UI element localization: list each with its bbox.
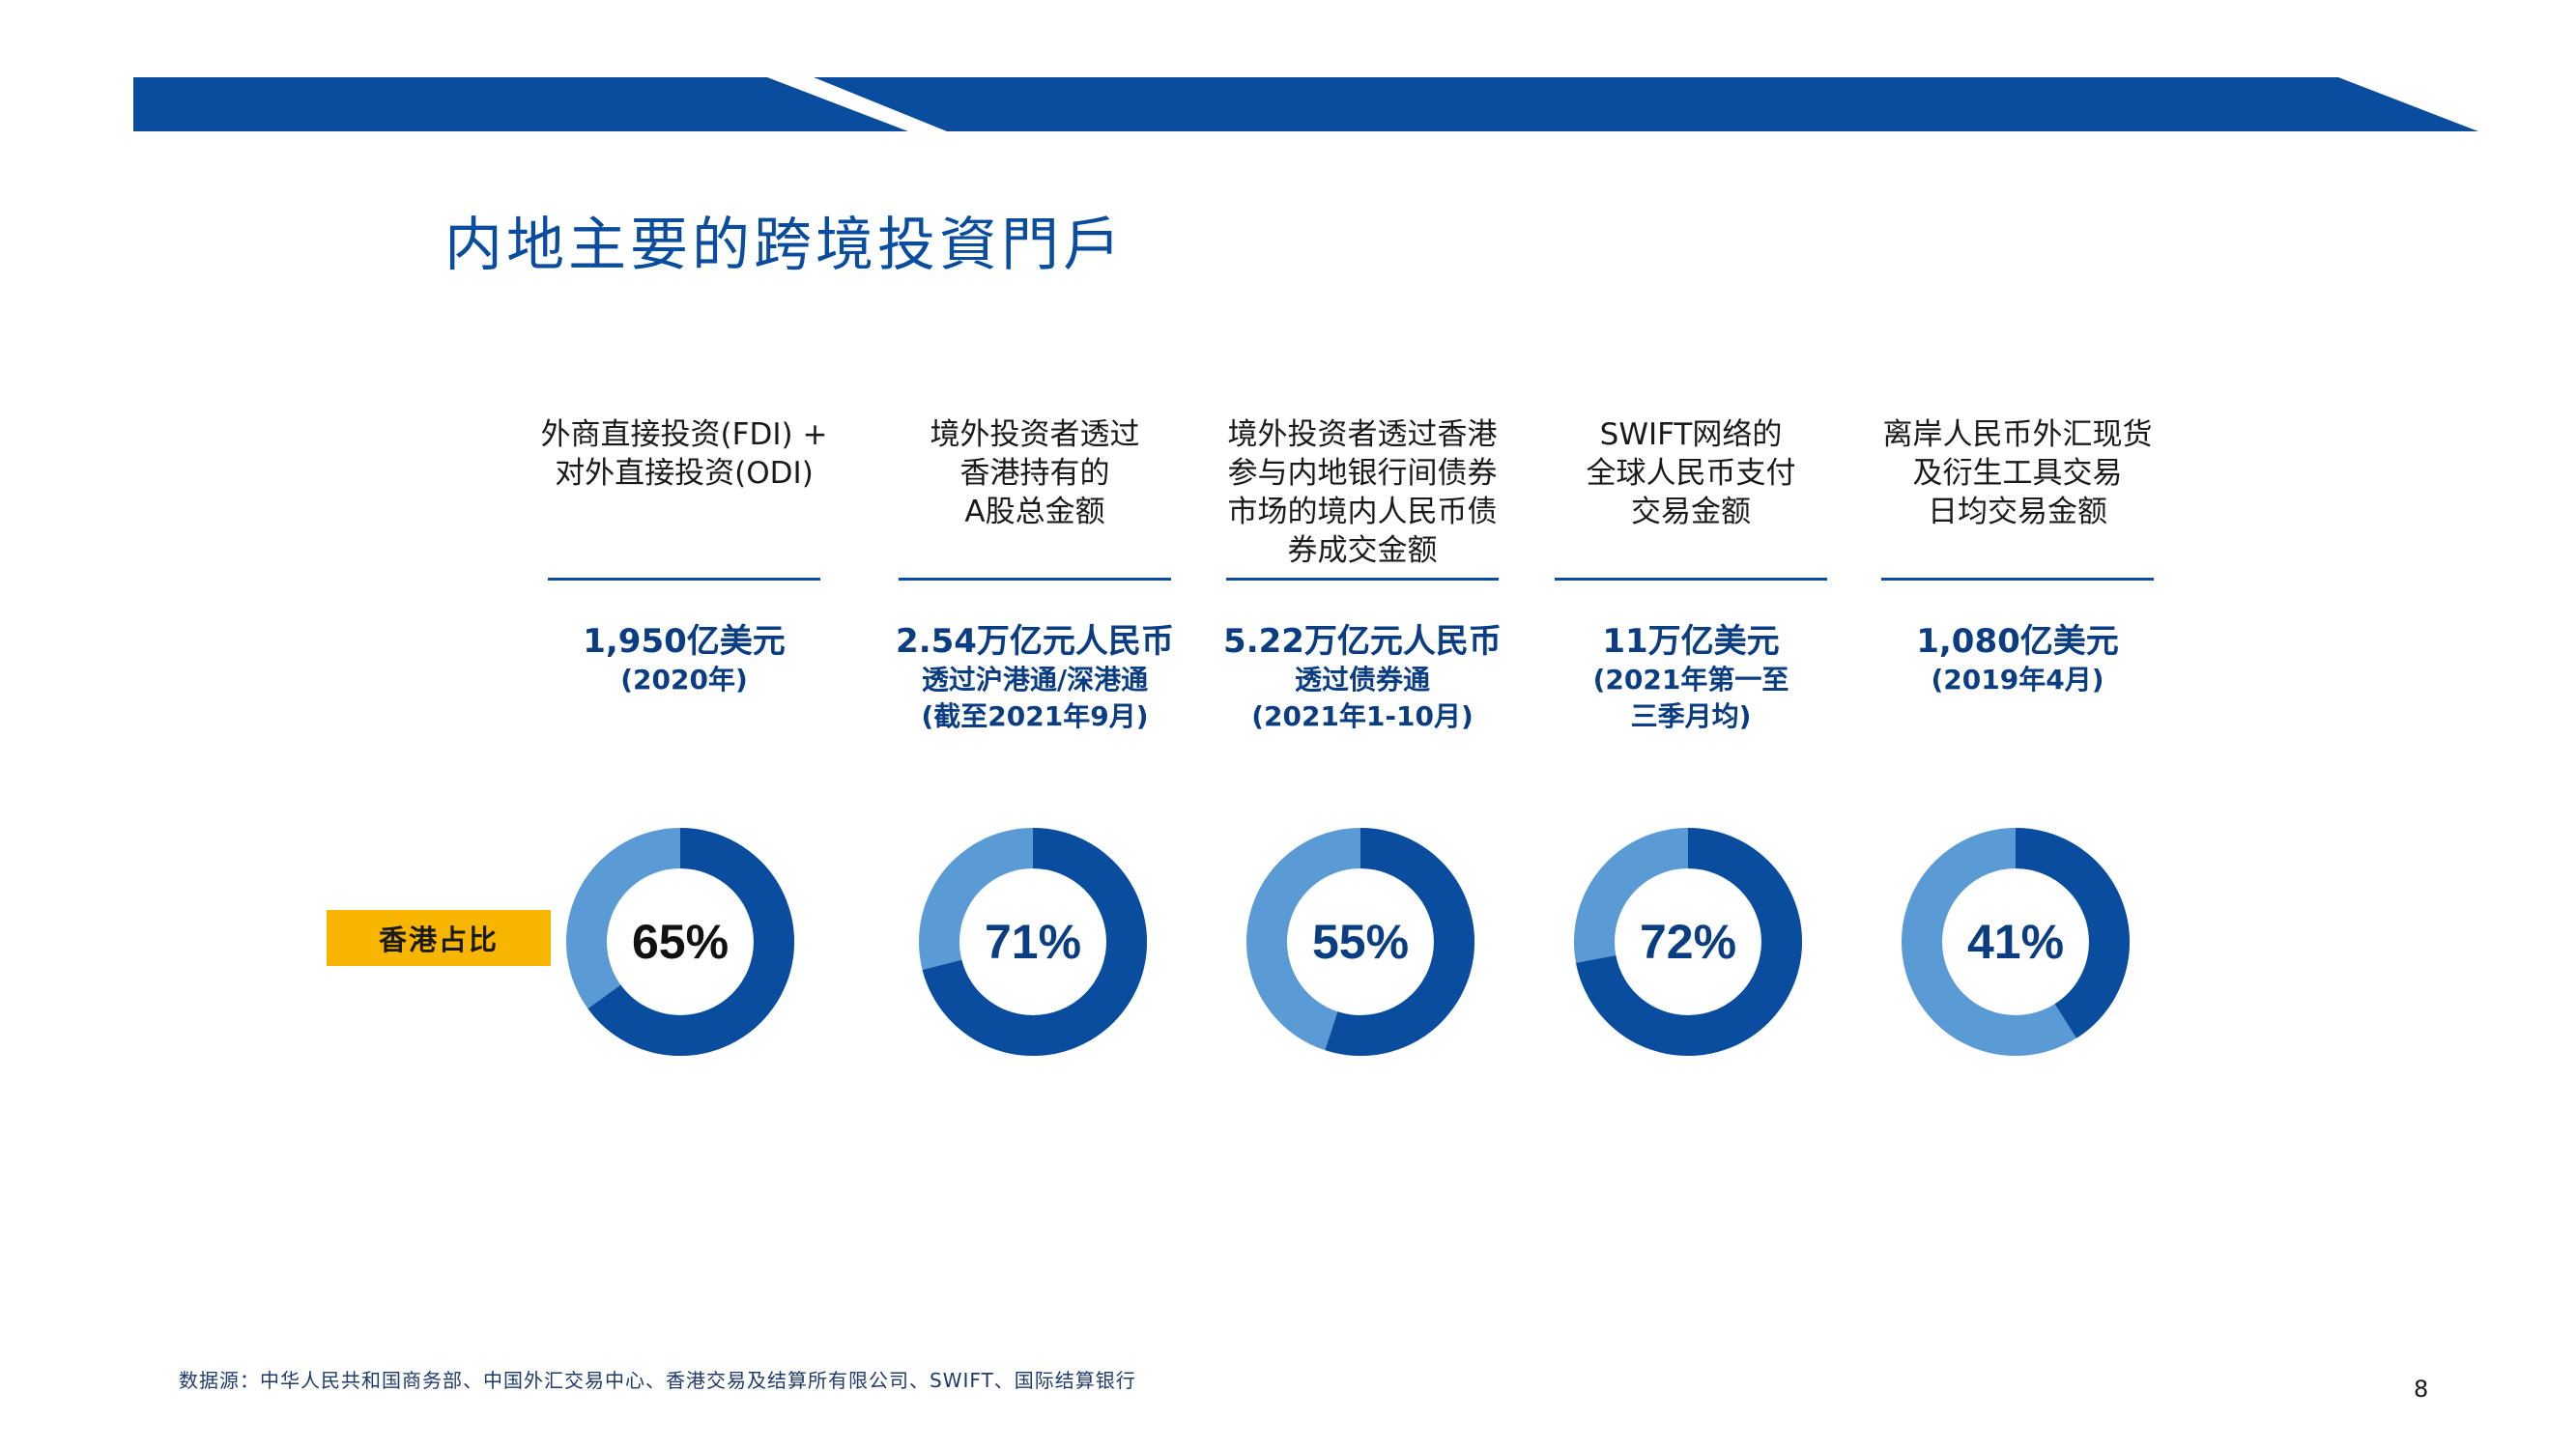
metric-column-bond-connect: 境外投资者透过香港 参与内地银行间债券 市场的境内人民币债 券成交金额 5.22…: [1198, 415, 1527, 735]
column-metric: 5.22万亿元人民币: [1223, 622, 1502, 661]
donut-value-label: 55%: [1312, 915, 1409, 969]
column-metric: 1,950亿美元: [583, 622, 786, 661]
header-banner: [133, 77, 2478, 131]
donut-chart-fdi-odi: 65%: [564, 826, 796, 1058]
column-period: 透过沪港通/深港通 (截至2021年9月): [921, 664, 1149, 732]
page-number: 8: [2414, 1376, 2429, 1403]
donut-chart-offshore-fx: 41%: [1900, 826, 2132, 1058]
column-divider: [548, 578, 820, 581]
metric-column-swift: SWIFT网络的 全球人民币支付 交易金额 11万亿美元 (2021年第一至 三…: [1527, 415, 1855, 735]
column-heading: 境外投资者透过 香港持有的 A股总金额: [930, 417, 1140, 529]
donut-value-label: 71%: [985, 915, 1081, 969]
metric-column-a-shares: 境外投资者透过 香港持有的 A股总金额 2.54万亿元人民币 透过沪港通/深港通…: [871, 415, 1199, 735]
column-metric: 11万亿美元: [1602, 622, 1780, 661]
column-period: (2020年): [620, 664, 748, 696]
page-title: 内地主要的跨境投資門戶: [444, 212, 1125, 279]
donut-value-label: 72%: [1640, 915, 1736, 969]
column-heading: SWIFT网络的 全球人民币支付 交易金额: [1586, 417, 1796, 529]
data-source-note: 数据源：中华人民共和国商务部、中国外汇交易中心、香港交易及结算所有限公司、SWI…: [179, 1369, 1136, 1392]
donut-hk-share-slice: [1902, 828, 2130, 1056]
donut-chart-swift: 72%: [1572, 826, 1804, 1058]
donut-chart-bond-connect: 55%: [1245, 826, 1476, 1058]
donut-hk-share-slice: [919, 828, 1147, 1056]
column-metric: 1,080亿美元: [1916, 622, 2119, 661]
donut-value-label: 65%: [632, 915, 729, 969]
donut-hk-share-slice: [1574, 828, 1802, 1056]
donut-chart-a-shares: 71%: [917, 826, 1149, 1058]
column-heading: 境外投资者透过香港 参与内地银行间债券 市场的境内人民币债 券成交金额: [1227, 417, 1498, 568]
column-divider: [1226, 578, 1499, 581]
column-divider: [1555, 578, 1827, 581]
metric-column-offshore-fx: 离岸人民币外汇现货 及衍生工具交易 日均交易金额 1,080亿美元 (2019年…: [1853, 415, 2182, 698]
column-period: (2019年4月): [1931, 664, 2104, 696]
donut-hk-share-slice: [1246, 828, 1474, 1056]
column-period: (2021年第一至 三季月均): [1592, 664, 1789, 732]
metric-column-fdi-odi: 外商直接投资(FDI) + 对外直接投资(ODI) 1,950亿美元 (2020…: [520, 415, 848, 698]
column-heading: 离岸人民币外汇现货 及衍生工具交易 日均交易金额: [1882, 417, 2153, 529]
column-divider: [899, 578, 1171, 581]
donut-hk-share-slice: [566, 828, 794, 1056]
column-heading: 外商直接投资(FDI) + 对外直接投资(ODI): [540, 417, 828, 491]
donut-value-label: 41%: [1967, 915, 2064, 969]
column-period: 透过债券通 (2021年1-10月): [1251, 664, 1474, 732]
hk-share-badge: 香港占比: [327, 910, 551, 966]
column-metric: 2.54万亿元人民币: [896, 622, 1174, 661]
column-divider: [1881, 578, 2154, 581]
